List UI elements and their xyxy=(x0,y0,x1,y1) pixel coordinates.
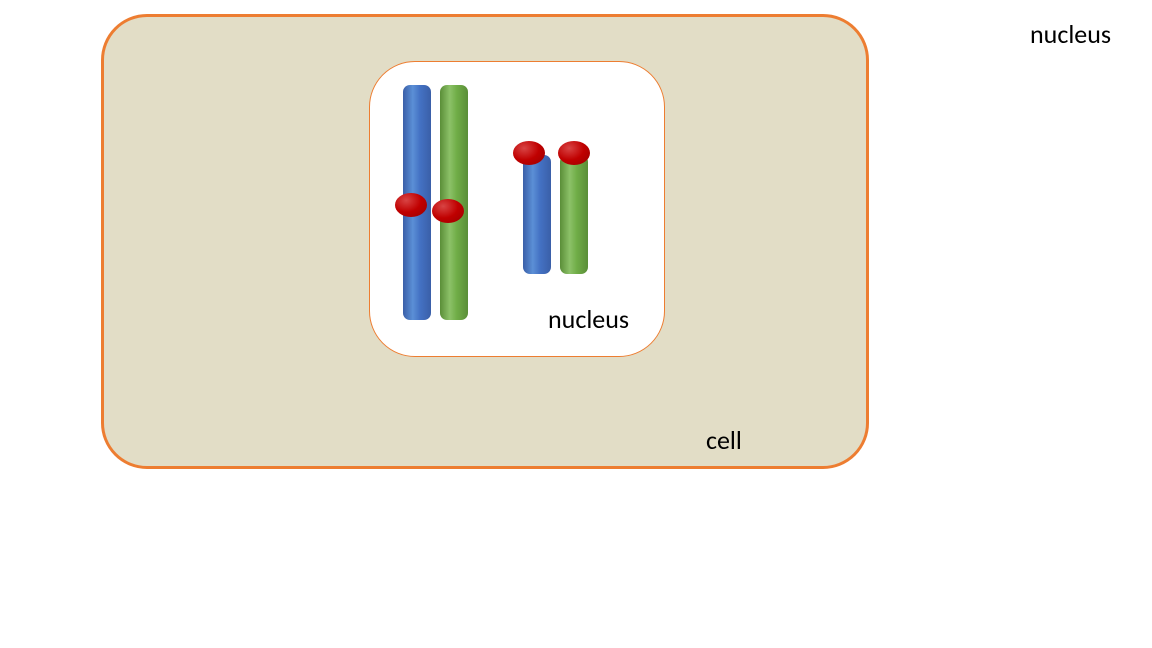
centromere-4 xyxy=(558,141,590,165)
centromere-1 xyxy=(395,193,427,217)
centromere-3 xyxy=(513,141,545,165)
nucleus-label-inside: nucleus xyxy=(548,303,629,335)
chromosome-pair2-green xyxy=(560,155,588,274)
chromosome-pair2-blue xyxy=(523,155,551,274)
cell-label: cell xyxy=(706,424,742,456)
centromere-2 xyxy=(432,199,464,223)
nucleus-label-top: nucleus xyxy=(1030,18,1111,50)
